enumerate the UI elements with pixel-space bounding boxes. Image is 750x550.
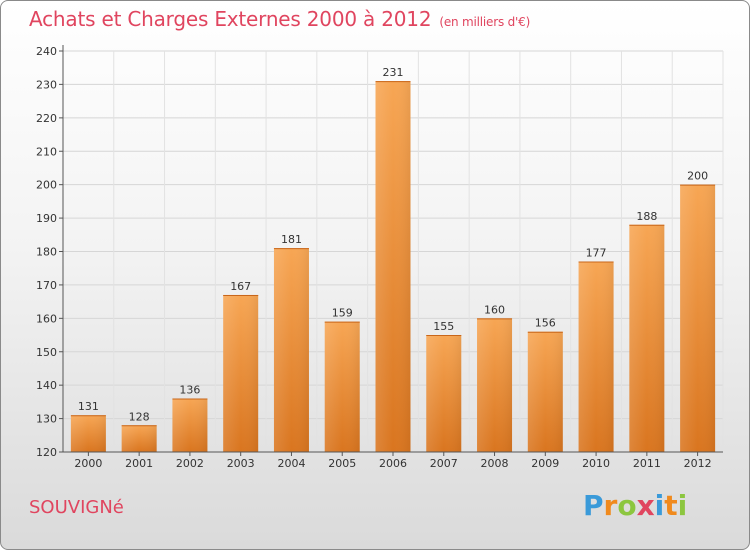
proxiti-logo: Proxiti: [583, 489, 687, 522]
value-label-2011: 188: [636, 210, 657, 223]
commune-name: SOUVIGNé: [29, 497, 124, 518]
x-tick-label-2010: 2010: [582, 457, 610, 470]
y-tick-label: 140: [36, 379, 57, 392]
axes: 120 130 140 150 160 170 180 190 200 210 220 230 240 2…: [36, 45, 723, 470]
y-tick-label: 160: [36, 312, 57, 325]
y-tick-label: 230: [36, 78, 57, 91]
y-tick-label: 130: [36, 413, 57, 426]
chart-subtitle: (en milliers d'€): [439, 15, 531, 29]
bar-shine-2004: [273, 248, 309, 452]
chart-title: Achats et Charges Externes 2000 à 2012 (e…: [29, 7, 530, 31]
y-tick-label: 180: [36, 246, 57, 259]
value-label-2002: 136: [179, 384, 200, 397]
y-tick-label: 210: [36, 145, 57, 158]
x-tick-label-2005: 2005: [328, 457, 356, 470]
x-tick-label-2006: 2006: [379, 457, 407, 470]
chart-title-text: Achats et Charges Externes 2000 à 2012: [29, 7, 432, 31]
bar-shine-2008: [477, 318, 513, 452]
value-label-2010: 177: [586, 247, 607, 260]
logo-letter: t: [664, 489, 678, 522]
x-tick-label-2007: 2007: [430, 457, 458, 470]
value-label-2001: 128: [129, 410, 150, 423]
bar-shine-2007: [426, 335, 462, 452]
y-tick-label: 220: [36, 112, 57, 125]
logo-letter: P: [583, 489, 604, 522]
bar-shine-2006: [375, 81, 411, 452]
y-tick-label: 170: [36, 279, 57, 292]
x-tick-label-2009: 2009: [531, 457, 559, 470]
x-tick-label-2000: 2000: [74, 457, 102, 470]
bar-shine-2012: [680, 184, 716, 452]
bar-shine-2005: [324, 321, 360, 452]
logo-letter: i: [654, 489, 665, 522]
logo-letter: i: [677, 489, 688, 522]
y-tick-label: 190: [36, 212, 57, 225]
bar-shine-2003: [223, 294, 259, 452]
value-label-2000: 131: [78, 400, 99, 413]
x-tick-label-2003: 2003: [227, 457, 255, 470]
value-label-2008: 160: [484, 303, 505, 316]
value-label-2005: 159: [332, 307, 353, 320]
value-label-2007: 155: [433, 320, 454, 333]
x-tick-label-2011: 2011: [633, 457, 661, 470]
y-tick-label: 120: [36, 446, 57, 459]
y-tick-label: 200: [36, 179, 57, 192]
bar-shine-2010: [578, 261, 614, 452]
x-tick-label-2012: 2012: [684, 457, 712, 470]
value-label-2003: 167: [230, 280, 251, 293]
x-tick-label-2008: 2008: [481, 457, 509, 470]
value-label-2012: 200: [687, 170, 708, 183]
bars: 131 128 136 167 181 159 231 155 160 156 177 188 200: [70, 66, 716, 452]
bar-shine-2000: [70, 415, 106, 452]
x-tick-label-2001: 2001: [125, 457, 153, 470]
bar-shine-2011: [629, 224, 665, 452]
x-tick-label-2004: 2004: [277, 457, 305, 470]
value-label-2006: 231: [383, 66, 404, 79]
bar-shine-2009: [527, 331, 563, 452]
value-label-2004: 181: [281, 233, 302, 246]
y-tick-label: 240: [36, 45, 57, 58]
y-tick-label: 150: [36, 346, 57, 359]
logo-letter: o: [617, 489, 637, 522]
value-label-2009: 156: [535, 317, 556, 330]
logo-letter: r: [603, 489, 618, 522]
bar-shine-2002: [172, 398, 208, 452]
logo-letter: x: [636, 489, 655, 522]
bar-shine-2001: [121, 425, 157, 452]
x-tick-label-2002: 2002: [176, 457, 204, 470]
